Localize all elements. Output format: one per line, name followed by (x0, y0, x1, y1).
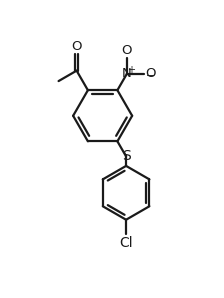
Text: O: O (71, 40, 82, 53)
Text: O: O (122, 44, 132, 57)
Text: N: N (122, 67, 132, 80)
Text: S: S (123, 149, 131, 163)
Text: O: O (146, 67, 156, 80)
Text: Cl: Cl (119, 236, 133, 250)
Text: −: − (146, 71, 155, 81)
Text: +: + (127, 65, 135, 75)
